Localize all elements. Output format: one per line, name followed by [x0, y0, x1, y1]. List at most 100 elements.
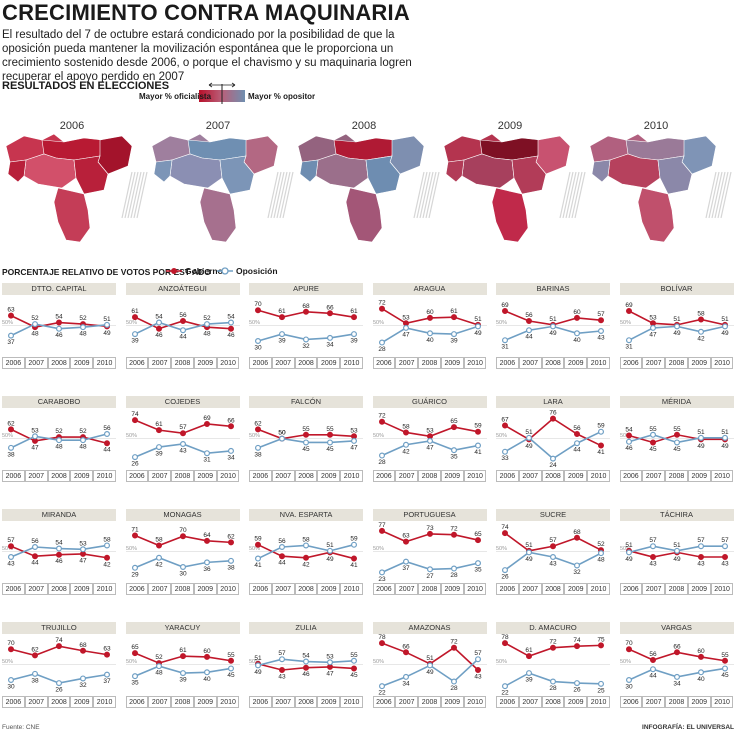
label-oposicion: 51 [103, 316, 111, 323]
label-oposicion: 38 [254, 451, 262, 458]
point-oposicion [131, 564, 138, 571]
map-region [73, 155, 109, 195]
year-tick: 2006 [125, 357, 149, 369]
point-gobierno [203, 653, 210, 660]
label-gobierno: 66 [673, 643, 681, 650]
point-oposicion [450, 447, 457, 454]
label-gobierno: 73 [426, 525, 434, 532]
label-gobierno: 69 [501, 302, 509, 309]
label-gobierno: 43 [278, 674, 286, 681]
point-oposicion [474, 323, 481, 330]
year-tick: 2008 [294, 357, 318, 369]
point-oposicion [254, 555, 262, 562]
year-tick: 2010 [340, 470, 363, 482]
label-gobierno: 70 [7, 640, 15, 647]
panel-title: PORTUGUESA [372, 509, 487, 521]
map-region [461, 153, 515, 189]
label-gobierno: 67 [501, 417, 509, 424]
label-oposicion: 41 [474, 449, 482, 456]
label-gobierno: 53 [350, 427, 358, 434]
reference-label: 50% [496, 659, 507, 665]
year-tick: 2007 [271, 696, 295, 708]
label-gobierno: 51 [474, 316, 482, 323]
panel-title: YARACUY [125, 622, 240, 634]
point-gobierno [549, 644, 556, 651]
year-tick: 2008 [171, 470, 194, 482]
label-oposicion: 44 [649, 673, 657, 680]
panel-title: MÉRIDA [619, 396, 734, 408]
year-axis: 2006 2007 2008 2009 2010 [496, 470, 610, 482]
panel-plot: 50% 78 66 51 72 43 22 34 49 28 57 [372, 634, 487, 696]
point-oposicion [131, 673, 138, 680]
label-gobierno: 51 [721, 316, 729, 323]
label-gobierno: 55 [227, 652, 235, 659]
point-oposicion [55, 680, 62, 687]
point-gobierno [227, 423, 234, 430]
point-gobierno [649, 657, 656, 664]
label-oposicion: 54 [302, 653, 310, 660]
year-tick: 2009 [317, 470, 341, 482]
map-region [607, 153, 661, 189]
point-gobierno [279, 553, 286, 560]
label-oposicion: 43 [597, 335, 605, 342]
label-oposicion: 43 [179, 448, 187, 455]
point-oposicion [402, 673, 409, 680]
year-tick: 2006 [249, 583, 272, 595]
point-oposicion [673, 439, 680, 446]
reference-label: 50% [126, 433, 137, 439]
year-tick: 2008 [665, 357, 688, 369]
map-2009 [443, 133, 586, 243]
year-tick: 2009 [440, 470, 464, 482]
point-gobierno [526, 653, 533, 660]
point-oposicion [179, 327, 186, 334]
reference-label: 50% [496, 320, 507, 326]
label-gobierno: 60 [573, 309, 581, 316]
state-panel: ANZOÁTEGUI 50% 61 46 56 48 46 39 54 44 52 54 2006 200… [125, 283, 240, 391]
point-oposicion [103, 321, 110, 328]
point-gobierno [573, 534, 580, 541]
label-oposicion: 32 [302, 343, 310, 350]
label-oposicion: 39 [278, 338, 286, 345]
year-tick: 2010 [710, 357, 734, 369]
point-oposicion [350, 541, 357, 548]
year-tick: 2010 [710, 583, 734, 595]
point-gobierno [326, 431, 333, 438]
disputed-zone-hatch [568, 171, 580, 219]
year-tick: 2006 [2, 357, 25, 369]
year-tick: 2009 [317, 583, 341, 595]
label-oposicion: 22 [501, 690, 509, 696]
label-oposicion: 27 [426, 573, 434, 580]
label-oposicion: 43 [549, 561, 557, 568]
label-gobierno: 44 [278, 560, 286, 567]
label-gobierno: 61 [131, 308, 139, 315]
state-panel: BOLÍVAR 50% 69 53 51 58 51 31 47 49 42 49 2006 2007 20… [619, 283, 734, 391]
panel-title: SUCRE [496, 509, 610, 521]
year-tick: 2007 [271, 470, 295, 482]
label-gobierno: 60 [203, 648, 211, 655]
year-tick: 2006 [2, 583, 25, 595]
label-oposicion: 39 [450, 338, 458, 345]
reference-label: 50% [2, 546, 13, 552]
point-oposicion [302, 658, 309, 665]
label-oposicion: 30 [179, 571, 187, 578]
label-gobierno: 46 [227, 332, 235, 339]
state-panel: LARA 50% 67 49 76 56 41 33 51 24 44 59 2006 2007 2008 2… [496, 396, 610, 504]
label-oposicion: 56 [278, 538, 286, 545]
year-axis: 2006 2007 2008 2009 2010 [619, 696, 734, 708]
point-oposicion [625, 438, 632, 445]
point-gobierno [426, 314, 433, 321]
label-gobierno: 61 [278, 308, 286, 315]
disputed-zone-hatch [270, 171, 282, 219]
reference-label: 50% [2, 320, 13, 326]
year-tick: 2006 [619, 470, 643, 482]
point-oposicion [7, 553, 15, 560]
map-region [511, 155, 547, 195]
label-gobierno: 43 [474, 674, 482, 681]
label-oposicion: 57 [474, 650, 482, 657]
label-oposicion: 56 [31, 538, 39, 545]
label-gobierno: 72 [450, 526, 458, 533]
point-gobierno [526, 318, 533, 325]
label-gobierno: 43 [697, 561, 705, 568]
label-oposicion: 38 [227, 564, 235, 571]
label-oposicion: 28 [378, 346, 386, 353]
